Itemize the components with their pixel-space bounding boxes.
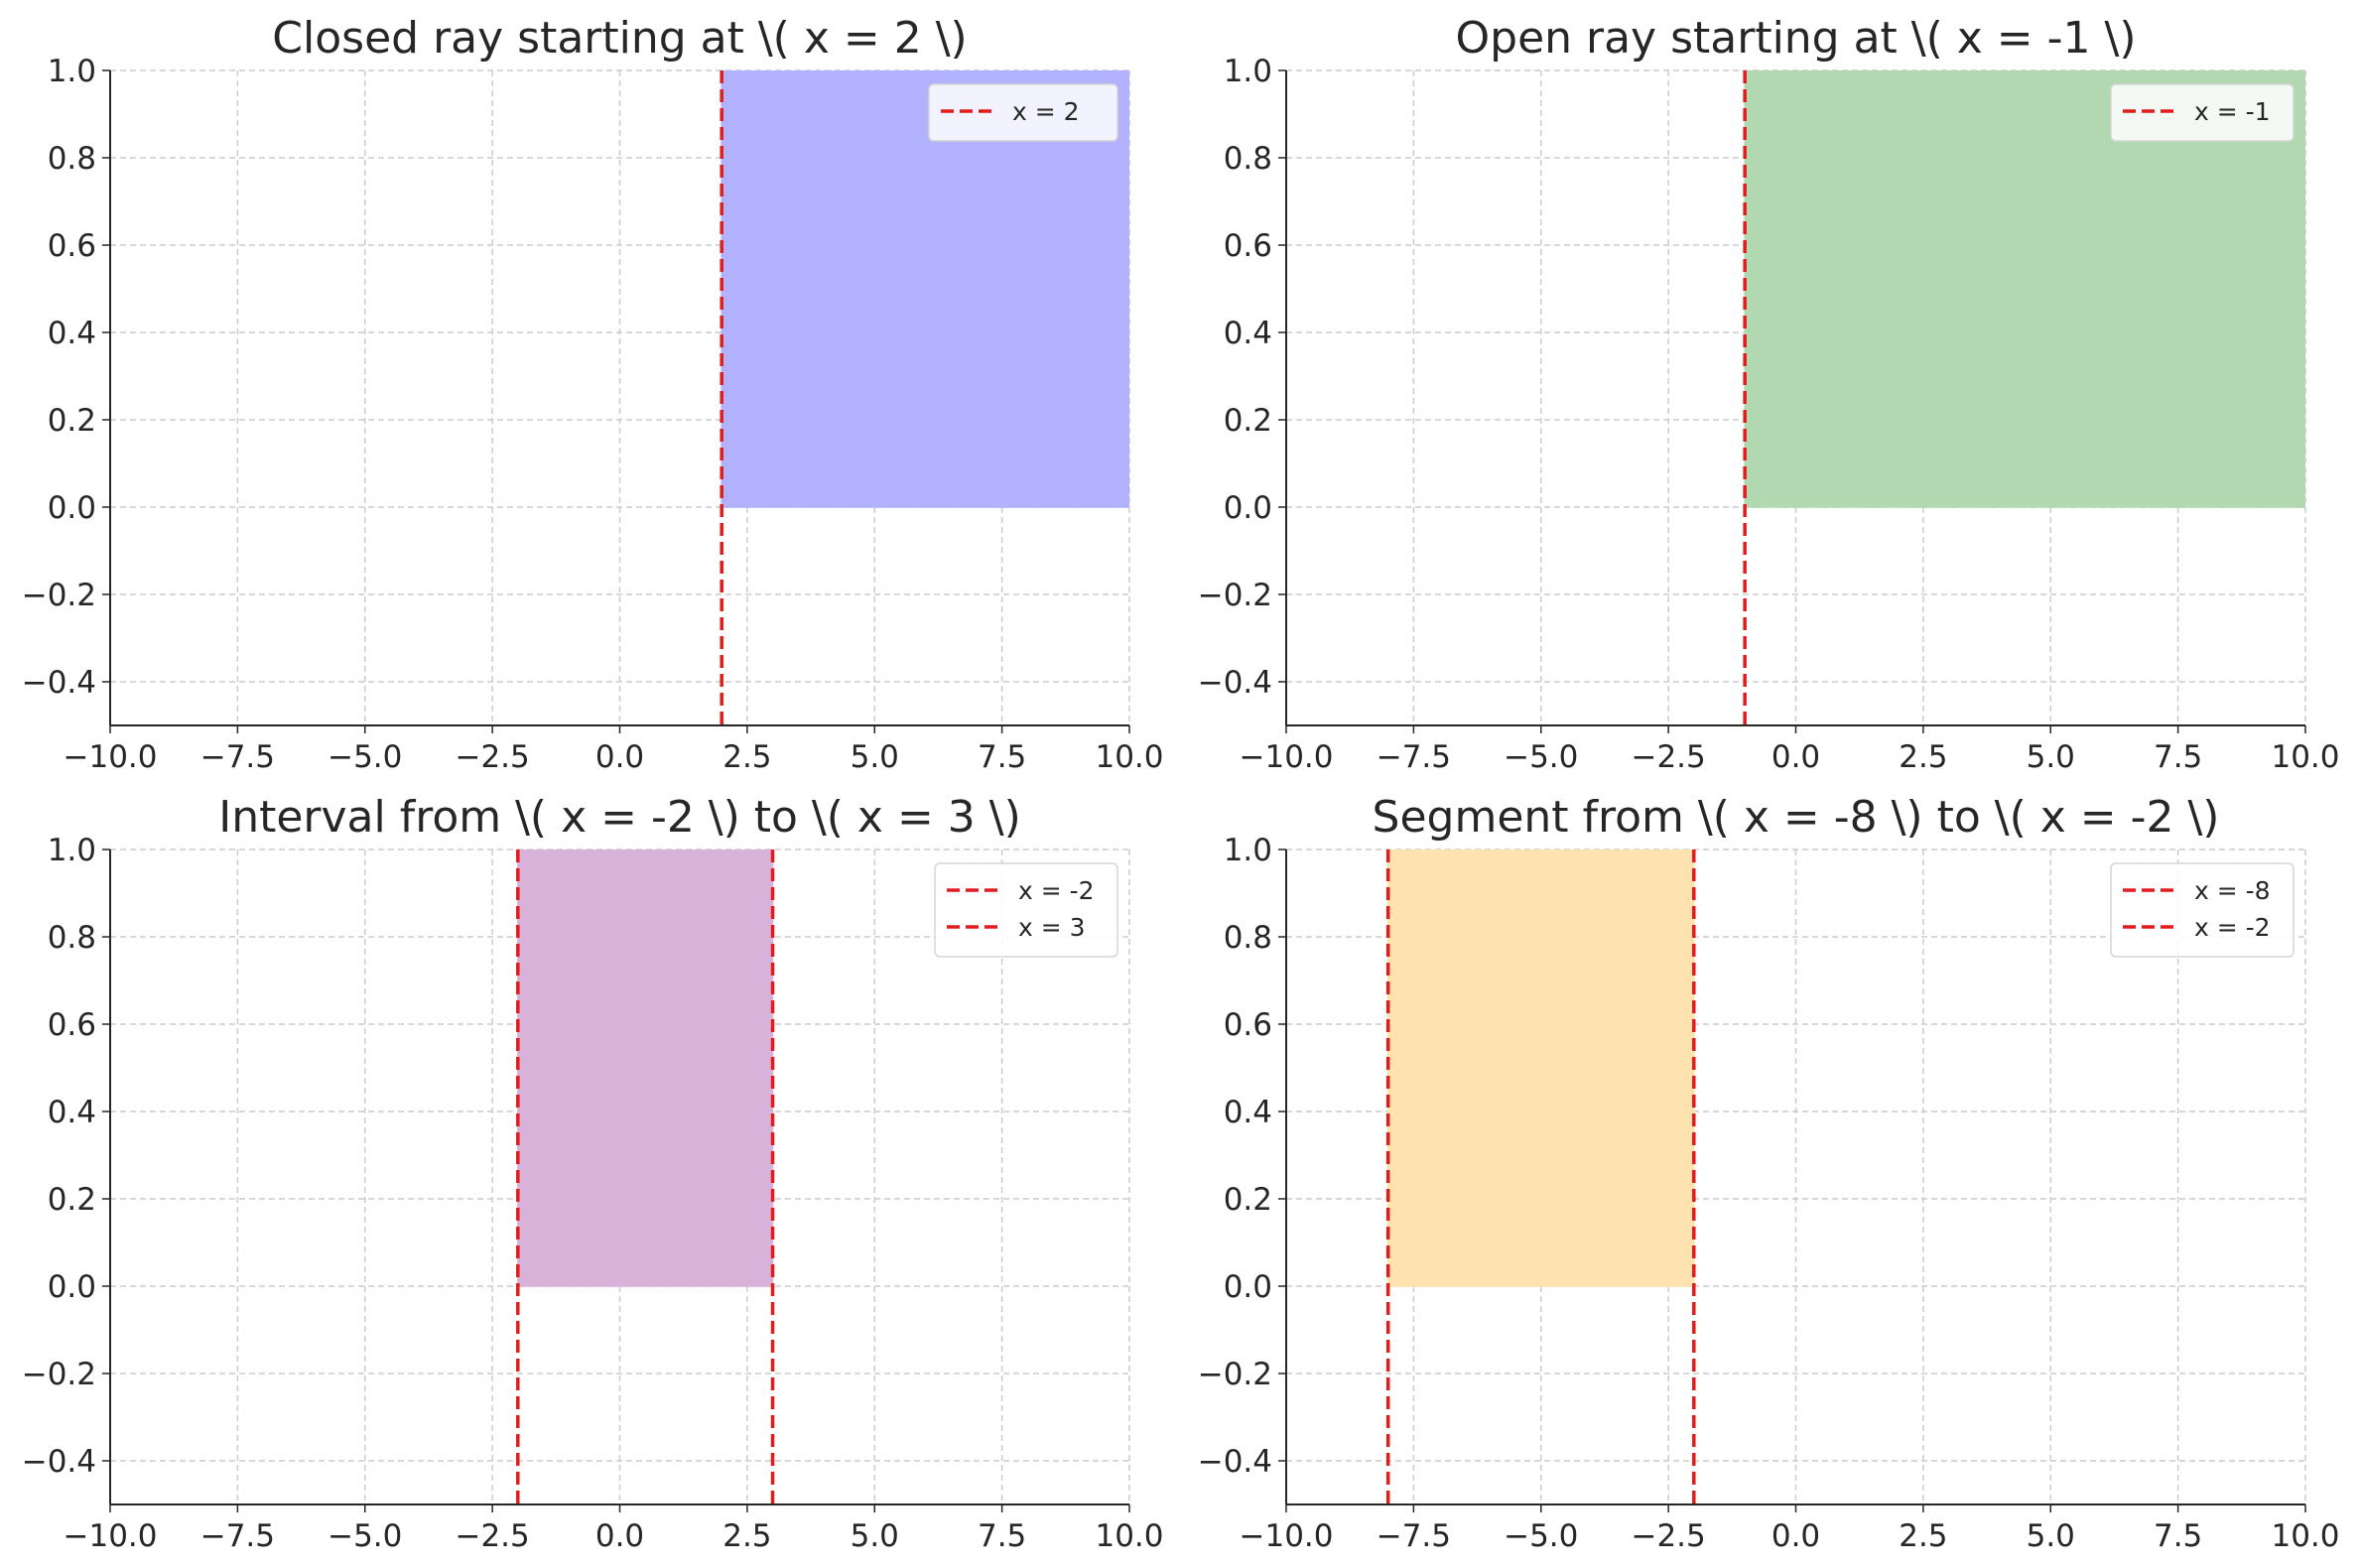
x-tick-label: 7.5: [2154, 739, 2202, 775]
chart-panel-2: −10.0 −7.5 −5.0 −2.5 0.0 2.5 5.0 7.5 10.0 −0.4 −0.…: [1198, 13, 2340, 775]
chart-title: Segment from \( x = -8 \) to \( x = -2 \…: [1373, 792, 2220, 843]
y-tick-label: 0.4: [1224, 316, 1272, 351]
chart-title: Interval from \( x = -2 \) to \( x = 3 \…: [218, 792, 1021, 843]
x-tick-label: −10.0: [64, 739, 158, 775]
x-tick-label: −7.5: [200, 1518, 275, 1554]
y-tick-label: −0.4: [1198, 665, 1272, 701]
x-tick-label: 10.0: [1095, 739, 1163, 775]
x-tick-label: −5.0: [328, 1518, 402, 1554]
y-tick-label: 0.2: [1224, 1182, 1272, 1218]
y-tick-label: 1.0: [48, 833, 96, 868]
chart-title: Open ray starting at \( x = -1 \): [1456, 13, 2137, 64]
y-tick-label: 1.0: [48, 54, 96, 89]
x-tick-label: −5.0: [1504, 739, 1578, 775]
y-tick-label: −0.2: [1198, 578, 1272, 613]
x-tick-label: 5.0: [2027, 1518, 2075, 1554]
shaded-region: [721, 70, 1129, 508]
x-tick-label: 10.0: [2271, 1518, 2339, 1554]
x-tick-label: −5.0: [1504, 1518, 1578, 1554]
y-tick-label: 0.8: [48, 920, 96, 956]
x-tick-label: −2.5: [455, 1518, 529, 1554]
y-tick-label: 1.0: [1224, 833, 1272, 868]
x-tick-label: 7.5: [978, 739, 1026, 775]
legend-box: [2110, 83, 2295, 142]
x-tick-label: −2.5: [1631, 739, 1705, 775]
y-tick-label: −0.2: [22, 578, 96, 613]
chart-title: Closed ray starting at \( x = 2 \): [272, 13, 967, 64]
y-tick-label: 0.4: [48, 316, 96, 351]
x-tick-label: −10.0: [64, 1518, 158, 1554]
x-tick-label: −10.0: [1240, 1518, 1334, 1554]
x-tick-label: −7.5: [200, 739, 275, 775]
legend: x = 2: [928, 83, 1118, 142]
legend-label: x = -2: [1018, 876, 1095, 905]
legend-label: x = 3: [1018, 913, 1086, 942]
chart-panel-3: −10.0 −7.5 −5.0 −2.5 0.0 2.5 5.0 7.5 10.0 −0.4 −0.…: [22, 792, 1164, 1554]
y-tick-label: −0.4: [22, 665, 96, 701]
y-tick-label: 0.4: [1224, 1095, 1272, 1130]
y-tick-label: 0.4: [48, 1095, 96, 1130]
x-tick-label: 10.0: [2271, 739, 2339, 775]
y-tick-label: 0.0: [48, 1269, 96, 1305]
legend: x = -1: [2110, 83, 2295, 142]
chart-panel-4: −10.0 −7.5 −5.0 −2.5 0.0 2.5 5.0 7.5 10.0 −0.4 −0.…: [1198, 792, 2340, 1554]
y-tick-label: 0.8: [1224, 920, 1272, 956]
chart-panel-1: −10.0 −7.5 −5.0 −2.5 0.0 2.5 5.0 7.5 10.0 −0.4 −0.…: [22, 13, 1164, 775]
x-tick-label: 5.0: [2027, 739, 2075, 775]
y-tick-label: −0.4: [1198, 1444, 1272, 1480]
y-tick-label: 1.0: [1224, 54, 1272, 89]
y-tick-label: 0.2: [48, 1182, 96, 1218]
legend-box: [934, 862, 1118, 958]
x-tick-label: 2.5: [1899, 739, 1947, 775]
y-tick-label: 0.2: [1224, 403, 1272, 439]
y-tick-label: 0.6: [48, 228, 96, 264]
y-tick-label: 0.0: [1224, 490, 1272, 526]
x-tick-label: 2.5: [1899, 1518, 1947, 1554]
x-tick-label: −7.5: [1377, 1518, 1451, 1554]
legend: x = -8 x = -2: [2110, 862, 2295, 958]
x-tick-label: 2.5: [722, 1518, 771, 1554]
legend-box: [2110, 862, 2295, 958]
x-tick-label: 10.0: [1095, 1518, 1163, 1554]
legend-label: x = 2: [1012, 97, 1080, 126]
shaded-region: [1386, 849, 1695, 1287]
x-tick-label: 2.5: [722, 739, 771, 775]
y-tick-label: −0.2: [1198, 1357, 1272, 1392]
y-tick-label: 0.8: [1224, 141, 1272, 177]
y-tick-label: 0.6: [48, 1007, 96, 1043]
x-tick-label: −7.5: [1377, 739, 1451, 775]
y-tick-label: 0.2: [48, 403, 96, 439]
x-tick-label: −10.0: [1240, 739, 1334, 775]
y-tick-label: 0.0: [1224, 1269, 1272, 1305]
legend-label: x = -8: [2194, 876, 2271, 905]
y-tick-label: 0.8: [48, 141, 96, 177]
x-tick-label: 5.0: [851, 739, 899, 775]
y-tick-label: 0.6: [1224, 228, 1272, 264]
x-tick-label: 0.0: [1771, 1518, 1820, 1554]
y-tick-label: 0.0: [48, 490, 96, 526]
x-tick-label: 5.0: [851, 1518, 899, 1554]
x-tick-label: −5.0: [328, 739, 402, 775]
legend-label: x = -1: [2194, 97, 2271, 126]
legend: x = -2 x = 3: [934, 862, 1118, 958]
x-tick-label: 7.5: [2154, 1518, 2202, 1554]
x-tick-label: 0.0: [595, 1518, 644, 1554]
shaded-region: [517, 849, 774, 1287]
shaded-region: [1744, 70, 2305, 508]
legend-label: x = -2: [2194, 913, 2271, 942]
x-tick-label: −2.5: [455, 739, 529, 775]
x-tick-label: 0.0: [1771, 739, 1820, 775]
x-tick-label: −2.5: [1631, 1518, 1705, 1554]
y-tick-label: 0.6: [1224, 1007, 1272, 1043]
x-tick-label: 7.5: [978, 1518, 1026, 1554]
legend-box: [928, 83, 1118, 142]
y-tick-label: −0.4: [22, 1444, 96, 1480]
y-tick-label: −0.2: [22, 1357, 96, 1392]
x-tick-label: 0.0: [595, 739, 644, 775]
